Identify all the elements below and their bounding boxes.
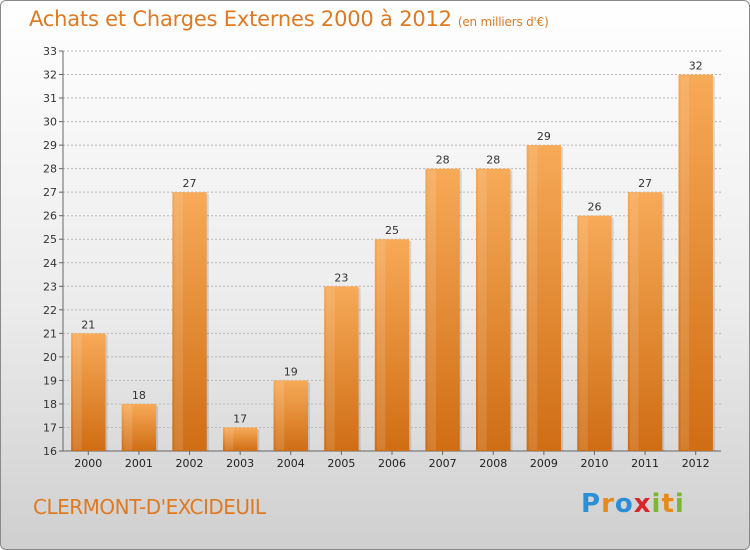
y-tick-label: 23 — [43, 280, 57, 293]
logo-letter: r — [601, 489, 615, 519]
y-tick-label: 19 — [43, 374, 57, 387]
y-tick-label: 28 — [43, 163, 57, 176]
bar-highlight — [579, 216, 588, 450]
bar-highlight — [680, 75, 690, 450]
chart-subtitle: (en milliers d'€) — [457, 15, 549, 29]
bar-highlight — [478, 169, 487, 450]
logo-letter: x — [633, 489, 652, 519]
x-tick-label: 2007 — [429, 457, 457, 470]
x-tick-label: 2011 — [631, 457, 659, 470]
city-name: CLERMONT-D'EXCIDEUIL — [33, 495, 266, 519]
bar-highlight — [427, 169, 437, 450]
bar-highlight — [326, 287, 335, 450]
bar-value-label: 21 — [81, 318, 95, 331]
x-tick-label: 2008 — [479, 457, 507, 470]
bar-highlight — [528, 146, 538, 450]
logo-letter: i — [674, 489, 685, 519]
bar — [476, 168, 511, 451]
bar-value-label: 28 — [436, 154, 450, 167]
bar-value-label: 18 — [132, 389, 146, 402]
bar — [526, 145, 562, 451]
y-tick-label: 18 — [43, 398, 57, 411]
bar-value-label: 32 — [689, 60, 703, 73]
bar-value-label: 28 — [486, 154, 500, 167]
bar — [374, 239, 410, 451]
bar — [172, 192, 207, 452]
y-tick-label: 16 — [43, 445, 57, 458]
bar — [627, 192, 663, 452]
y-tick-label: 22 — [43, 304, 57, 317]
bar-highlight — [123, 404, 133, 450]
bar-highlight — [629, 193, 639, 451]
bar-value-label: 29 — [537, 130, 551, 143]
bar — [71, 333, 106, 451]
bar-value-label: 27 — [183, 177, 197, 190]
bar-highlight — [73, 334, 82, 450]
x-tick-label: 2005 — [327, 457, 355, 470]
bar-value-label: 19 — [284, 365, 298, 378]
chart-title: Achats et Charges Externes 2000 à 2012 (e… — [29, 7, 549, 31]
bar — [577, 215, 612, 451]
logo-letter: P — [581, 489, 602, 519]
logo-letter: o — [614, 489, 634, 519]
logo-letter: i — [651, 489, 662, 519]
bar — [324, 286, 359, 451]
y-tick-label: 20 — [43, 351, 57, 364]
x-tick-label: 2010 — [580, 457, 608, 470]
x-tick-label: 2009 — [530, 457, 558, 470]
bar-highlight — [224, 428, 234, 450]
y-tick-label: 33 — [43, 45, 57, 58]
proxiti-logo: Proxiti — [581, 489, 685, 519]
x-tick-label: 2006 — [378, 457, 406, 470]
y-tick-label: 25 — [43, 233, 57, 246]
x-tick-label: 2003 — [226, 457, 254, 470]
x-tick-label: 2004 — [277, 457, 305, 470]
y-tick-label: 26 — [43, 210, 57, 223]
y-tick-label: 24 — [43, 257, 57, 270]
logo-letter: t — [661, 489, 675, 519]
x-tick-label: 2001 — [125, 457, 153, 470]
y-tick-label: 29 — [43, 139, 57, 152]
bar — [678, 74, 713, 451]
chart-title-text: Achats et Charges Externes 2000 à 2012 — [29, 7, 452, 31]
bar-value-label: 23 — [334, 271, 348, 284]
bar-value-label: 25 — [385, 224, 399, 237]
bar — [121, 403, 157, 451]
y-tick-label: 21 — [43, 327, 57, 340]
x-tick-label: 2012 — [682, 457, 710, 470]
bar-highlight — [174, 193, 183, 451]
y-tick-label: 30 — [43, 116, 57, 129]
bar — [222, 427, 258, 451]
bar-value-label: 26 — [587, 201, 601, 214]
bar-highlight — [376, 240, 386, 450]
y-tick-label: 32 — [43, 69, 57, 82]
y-tick-label: 17 — [43, 421, 57, 434]
bar-value-label: 27 — [638, 177, 652, 190]
y-tick-label: 31 — [43, 92, 57, 105]
x-tick-label: 2000 — [74, 457, 102, 470]
bar — [425, 168, 460, 451]
bar — [273, 380, 308, 451]
bar-value-label: 17 — [233, 412, 247, 425]
bar-highlight — [275, 381, 285, 450]
x-tick-label: 2002 — [176, 457, 204, 470]
y-tick-label: 27 — [43, 186, 57, 199]
